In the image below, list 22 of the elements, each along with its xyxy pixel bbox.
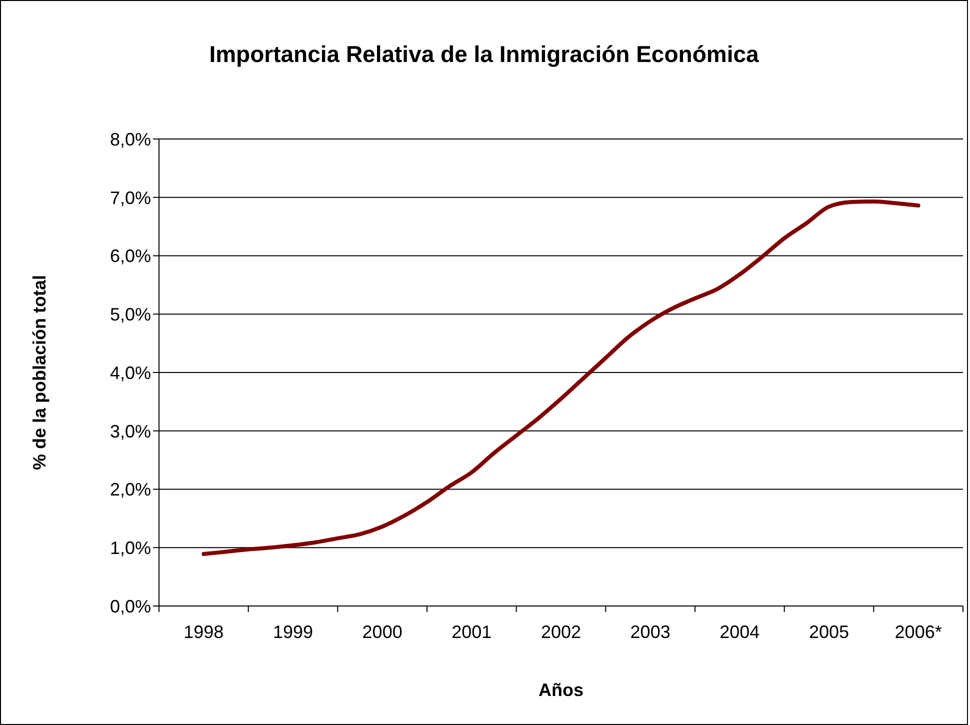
x-tick-label: 1999	[272, 622, 314, 642]
y-tick-label: 8,0%	[110, 129, 151, 150]
y-tick-label: 6,0%	[110, 246, 151, 266]
x-tick-label: 2000	[362, 622, 402, 642]
y-tick-label: 1,0%	[110, 538, 151, 558]
x-tick-label: 2001	[452, 622, 492, 642]
x-tick-label: 1998	[184, 622, 224, 642]
x-tick-label: 2004	[720, 622, 760, 642]
x-tick-label: 2002	[540, 622, 582, 642]
x-tick-label: 2005	[808, 622, 850, 642]
y-tick-label: 2,0%	[110, 480, 151, 500]
y-axis-title: % de la población total	[29, 274, 50, 470]
y-tick-label: 5,0%	[110, 304, 151, 325]
x-axis-title: Años	[538, 680, 584, 700]
line-series	[202, 199, 920, 556]
y-tick-label: 7,0%	[110, 188, 151, 208]
x-tick-label: 2006*	[894, 622, 942, 642]
chart-title: Importancia Relativa de la Inmigración Económica	[208, 41, 760, 68]
y-tick-label: 3,0%	[110, 421, 151, 442]
y-tick-label: 4,0%	[110, 362, 151, 383]
x-tick-label: 2003	[630, 622, 670, 642]
y-tick-label: 0,0%	[110, 596, 151, 616]
